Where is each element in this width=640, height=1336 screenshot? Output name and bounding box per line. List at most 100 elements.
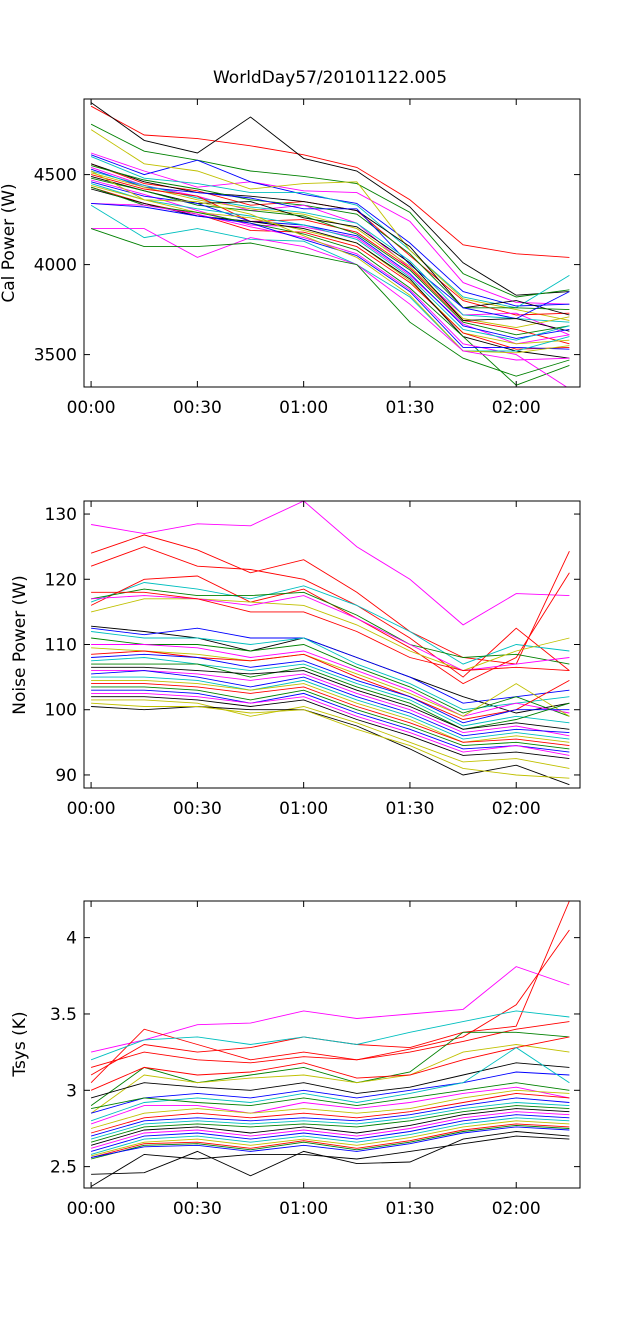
series-line-27 (90, 204, 570, 352)
series-line-18 (91, 657, 570, 727)
series-line-26 (91, 686, 570, 750)
series-line-30 (90, 228, 570, 377)
series-line-1 (90, 966, 570, 1053)
series-line-30 (91, 699, 570, 769)
series-line-26 (91, 1126, 570, 1158)
y-tick-label: 100 (45, 701, 77, 721)
series-line-32 (91, 702, 570, 779)
series-line-25 (90, 1124, 570, 1160)
plot-frame (83, 900, 581, 1189)
series-line-4 (90, 582, 570, 665)
series-line-20 (91, 666, 570, 730)
series-line-18 (90, 1105, 570, 1143)
series-line-3 (90, 929, 570, 1084)
series-line-15 (90, 1092, 570, 1134)
series-line-9 (91, 591, 570, 672)
x-tick-label: 01:00 (279, 1199, 328, 1219)
series-group (90, 901, 570, 1187)
x-tick-label: 00:00 (67, 1199, 116, 1219)
series-line-12 (91, 631, 570, 711)
series-line-27 (91, 689, 570, 753)
series-line-23 (91, 676, 570, 740)
series-line-15 (91, 647, 570, 717)
x-tick-label: 01:30 (385, 398, 434, 418)
series-line-2 (90, 901, 570, 1076)
series-line-9 (90, 163, 570, 316)
series-line-28 (90, 1135, 570, 1187)
series-line-6 (91, 588, 570, 665)
series-line-4 (90, 1010, 570, 1061)
series-line-17 (90, 177, 570, 336)
x-tick-label: 02:00 (492, 398, 541, 418)
y-tick-label: 110 (45, 636, 77, 656)
series-line-13 (90, 1086, 570, 1125)
series-line-1 (90, 105, 570, 258)
series-line-23 (90, 1120, 570, 1157)
series-line-2 (90, 102, 570, 296)
series-line-16 (90, 1097, 570, 1137)
series-line-15 (90, 174, 570, 345)
figure-title: WorldDay57/20101122.005 (213, 68, 447, 88)
tsys-panel: 00:00 00:30 01:00 01:30 02:00 2.5 3 3.5 4 Tsys (K… (10, 900, 581, 1219)
y-axis-label: Noise Power (W) (10, 575, 30, 714)
series-group (90, 102, 570, 387)
series-line-6 (90, 1031, 570, 1106)
series-line-22 (91, 670, 570, 737)
y-tick-label: 3.5 (50, 1005, 77, 1025)
series-line-21 (90, 1114, 570, 1152)
plot-frame (83, 98, 581, 388)
series-line-25 (91, 683, 570, 747)
series-line-7 (90, 1044, 570, 1114)
series-line-14 (91, 644, 570, 717)
series-line-28 (90, 170, 570, 354)
series-line-27 (91, 1131, 570, 1177)
series-line-4 (90, 152, 570, 305)
x-tick-label: 01:00 (279, 799, 328, 819)
x-tick-label: 00:00 (67, 398, 116, 418)
series-line-14 (90, 1089, 570, 1129)
series-line-3 (90, 123, 570, 298)
series-line-31 (91, 706, 570, 786)
series-line-12 (90, 168, 570, 320)
series-group (90, 501, 570, 786)
y-tick-label: 3 (66, 1081, 77, 1101)
series-line-28 (91, 692, 570, 756)
series-line-21 (91, 670, 570, 737)
x-tick-label: 00:30 (173, 1199, 222, 1219)
y-tick-label: 4 (66, 929, 77, 949)
series-line-19 (90, 181, 570, 339)
series-line-22 (90, 1117, 570, 1155)
series-line-17 (90, 1102, 570, 1140)
y-axis-label: Tsys (K) (10, 1011, 30, 1077)
x-tick-label: 02:00 (492, 799, 541, 819)
x-tick-label: 01:00 (279, 398, 328, 418)
series-line-8 (90, 1036, 570, 1091)
series-line-26 (91, 202, 570, 350)
series-line-13 (91, 637, 570, 717)
series-line-19 (91, 663, 570, 730)
series-line-16 (90, 175, 570, 332)
series-line-24 (91, 679, 570, 743)
y-tick-label: 130 (45, 505, 77, 525)
series-line-10 (90, 1071, 570, 1114)
series-line-24 (90, 186, 570, 386)
series-line-5 (90, 1021, 570, 1068)
series-line-20 (90, 183, 570, 341)
series-line-13 (90, 170, 570, 323)
y-tick-label: 3500 (34, 346, 77, 366)
x-tick-label: 01:30 (385, 1199, 434, 1219)
series-line-1 (91, 501, 570, 626)
series-line-9 (90, 1062, 570, 1099)
series-line-6 (90, 156, 570, 309)
y-tick-label: 2.5 (50, 1158, 77, 1178)
series-line-21 (90, 184, 570, 345)
series-line-19 (90, 1108, 570, 1146)
series-line-5 (90, 572, 570, 685)
series-line-29 (91, 228, 570, 361)
x-tick-label: 00:30 (173, 398, 222, 418)
y-tick-label: 90 (55, 766, 77, 786)
series-line-24 (90, 1123, 570, 1158)
y-tick-label: 4000 (34, 256, 77, 276)
series-line-3 (90, 546, 570, 678)
